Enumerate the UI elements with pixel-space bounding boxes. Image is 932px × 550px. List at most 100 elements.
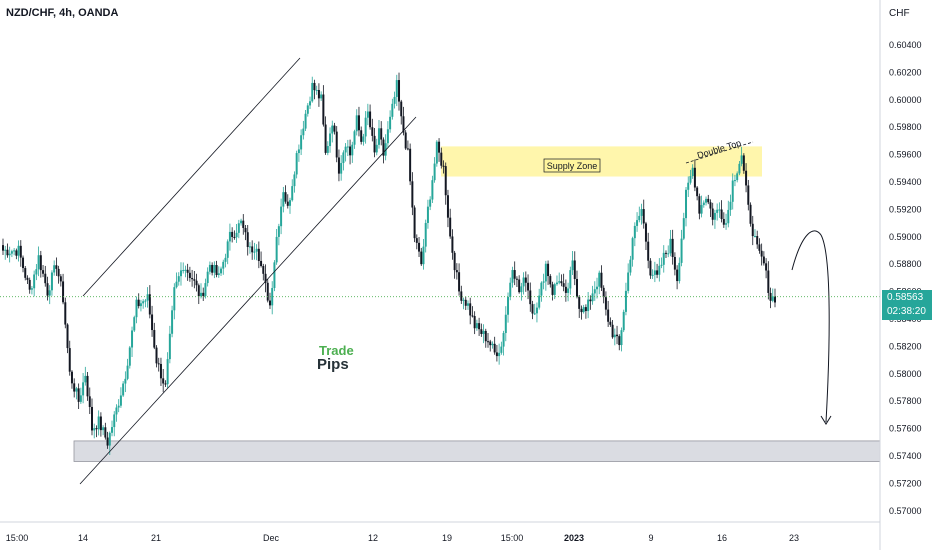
candle: [520, 282, 523, 301]
candle: [46, 276, 49, 301]
price-tick-label: 0.60400: [889, 40, 922, 50]
candle: [629, 255, 632, 276]
time-tick-label: 16: [717, 533, 727, 543]
candle: [30, 286, 33, 295]
candle: [651, 269, 654, 279]
candle: [24, 265, 27, 281]
candle: [771, 288, 774, 303]
candle: [582, 304, 585, 314]
candle: [291, 179, 294, 202]
candle: [631, 236, 634, 267]
candle: [188, 266, 191, 282]
candle: [268, 292, 271, 310]
candle: [698, 193, 701, 220]
candle: [535, 302, 538, 323]
candle: [480, 323, 483, 337]
candle: [616, 325, 619, 345]
candle: [297, 144, 300, 162]
trade-pips-logo: Trade Pips: [305, 344, 354, 373]
candle: [264, 264, 267, 293]
candle: [569, 266, 572, 295]
candle: [705, 196, 708, 206]
candle: [28, 277, 31, 294]
candle: [235, 223, 238, 243]
candle: [391, 98, 394, 120]
candle: [627, 263, 630, 294]
candle: [282, 186, 285, 213]
candle: [111, 420, 114, 437]
candle: [115, 404, 118, 422]
candle: [502, 330, 505, 356]
symbol-title[interactable]: NZD/CHF, 4h, OANDA: [6, 7, 119, 19]
supply-zone: [441, 146, 762, 177]
candle: [208, 261, 211, 275]
candle: [622, 309, 625, 333]
candle: [360, 126, 363, 145]
candle: [575, 270, 578, 299]
candle: [487, 333, 490, 348]
candle: [215, 260, 218, 278]
candle: [738, 160, 741, 176]
candle: [484, 328, 487, 348]
candle: [384, 134, 387, 161]
candle: [66, 323, 69, 354]
time-tick-label: 15:00: [6, 533, 29, 543]
candle: [680, 229, 683, 267]
candle: [50, 270, 53, 296]
candle: [329, 127, 332, 153]
candle: [19, 240, 22, 267]
candle: [351, 141, 354, 163]
candle: [262, 263, 265, 281]
candle: [682, 212, 685, 241]
candle: [455, 263, 458, 280]
candle: [346, 139, 349, 157]
demand-zone: [73, 440, 881, 462]
candle: [266, 279, 269, 303]
candle: [424, 219, 427, 253]
candle: [720, 200, 723, 223]
candle: [591, 285, 594, 305]
candle: [362, 133, 365, 146]
candle: [286, 194, 289, 209]
candle: [37, 246, 40, 277]
candle: [157, 357, 160, 372]
candle: [126, 358, 129, 381]
candle: [344, 143, 347, 162]
candle: [707, 194, 710, 205]
candle: [168, 325, 171, 364]
channel-lower-line: [79, 116, 417, 485]
candle: [433, 157, 436, 183]
candle: [222, 259, 225, 275]
candle: [142, 299, 145, 309]
candle: [337, 149, 340, 182]
candle: [718, 202, 721, 218]
price-tick-label: 0.59600: [889, 150, 922, 160]
candle: [177, 272, 180, 286]
candle: [413, 205, 416, 243]
candle: [664, 250, 667, 259]
candle: [131, 326, 134, 358]
candle: [438, 138, 441, 162]
candle: [233, 230, 236, 240]
candle: [35, 264, 38, 281]
candle: [8, 246, 11, 263]
supply-zone-label-box: [543, 158, 601, 173]
candle: [79, 387, 82, 404]
candle: [409, 143, 412, 186]
candle: [213, 261, 216, 279]
candle: [524, 271, 527, 292]
candle: [315, 85, 318, 95]
candle: [73, 378, 76, 398]
candle: [284, 185, 287, 204]
candle: [658, 258, 661, 282]
candle: [529, 282, 532, 312]
bar-countdown: 02:38:20: [887, 306, 926, 317]
candle: [277, 223, 280, 246]
candle: [17, 240, 20, 262]
candle: [589, 295, 592, 310]
candle: [306, 103, 309, 117]
candle: [466, 300, 469, 310]
candle: [55, 257, 58, 276]
time-axis: 15:00 14 21 Dec 12 19 15:00 2023 9 16 23: [6, 533, 799, 543]
